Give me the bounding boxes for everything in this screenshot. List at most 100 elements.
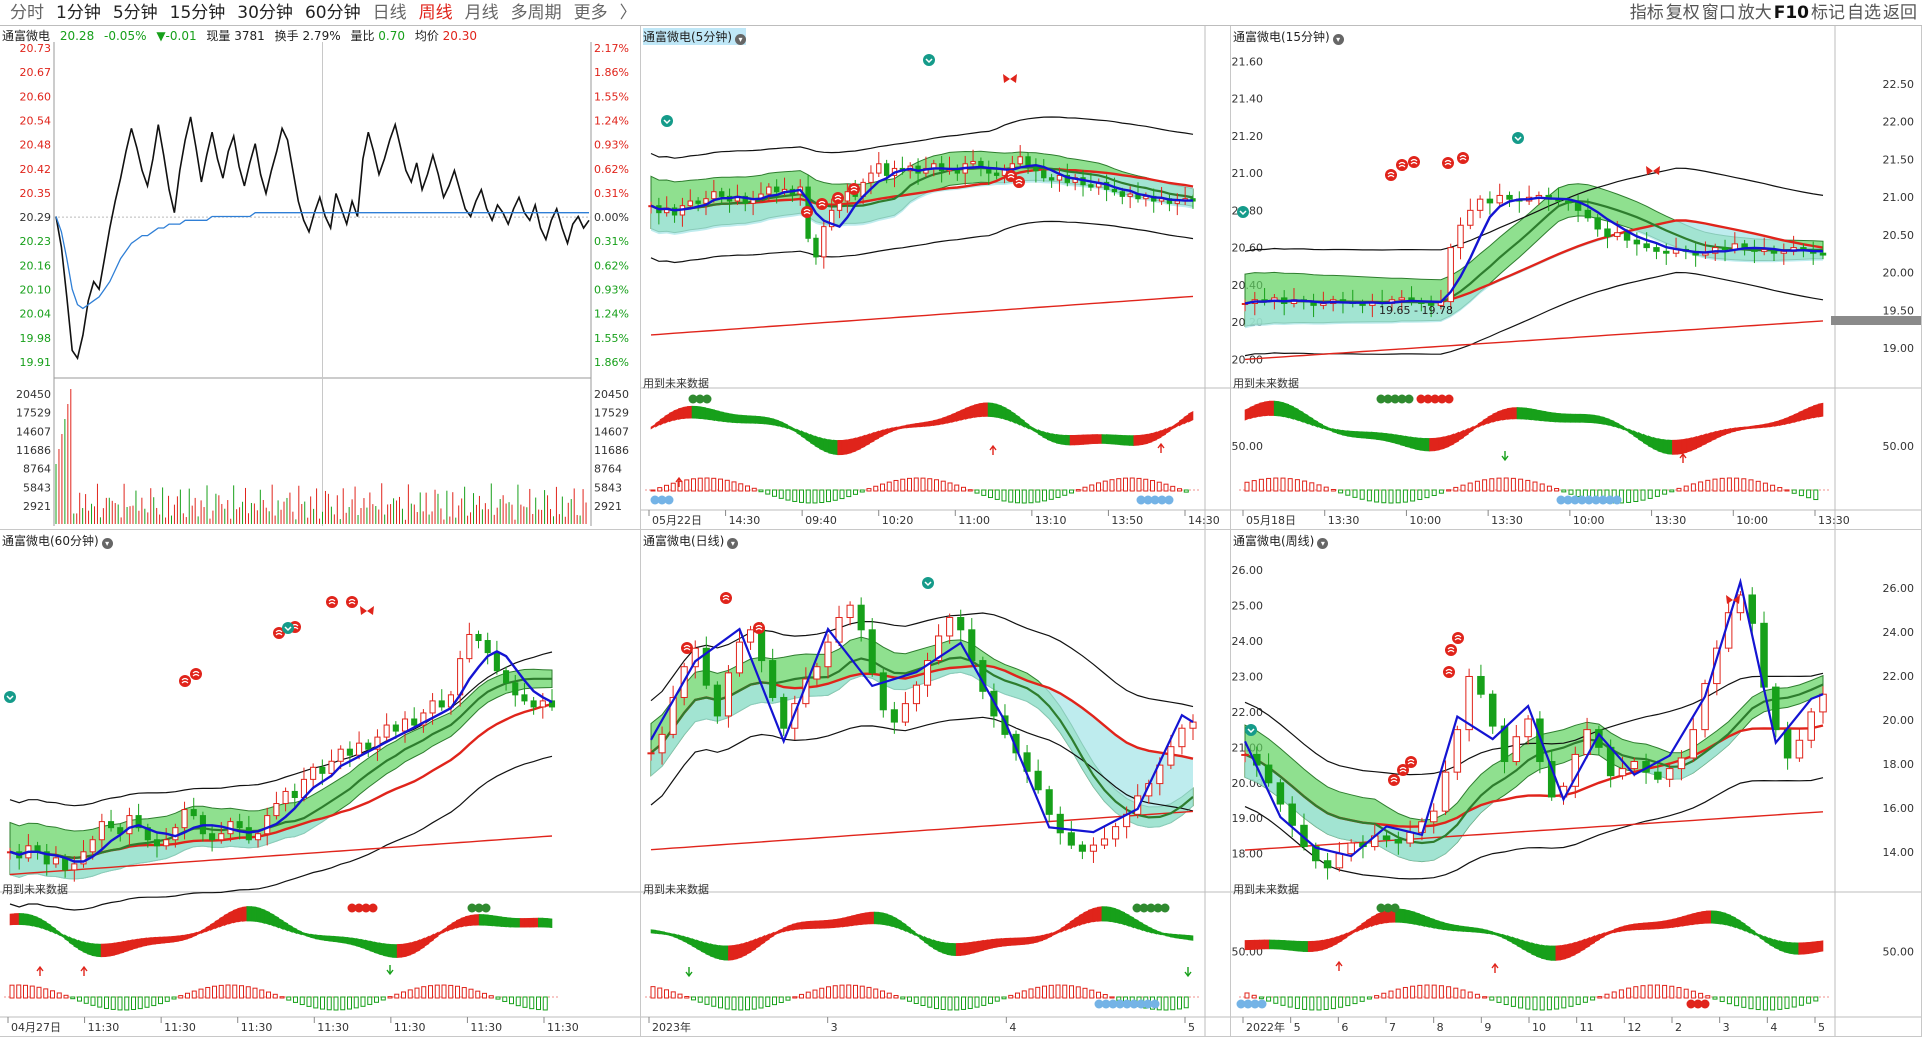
tool-button-5[interactable]: 标记 — [1811, 3, 1845, 23]
chevron-down-icon[interactable]: ▾ — [101, 538, 113, 549]
histogram-bar — [650, 986, 656, 999]
chevron-down-icon[interactable]: ▾ — [735, 34, 746, 45]
avg-price-line — [55, 212, 589, 310]
candle-body — [209, 833, 216, 841]
candle-body — [695, 200, 701, 204]
histogram-bar — [745, 485, 750, 492]
candle-body — [52, 857, 59, 865]
price-tick-label: 21.40 — [1232, 93, 1264, 106]
period-tab-6[interactable]: 日线 — [372, 3, 407, 23]
intraday-chart[interactable]: 20.73 2.17%20.67 1.86%20.60 1.55%20.54 1.24%… — [0, 26, 641, 530]
oscillator-ribbon — [737, 414, 743, 424]
oscillator-ribbon — [1298, 409, 1304, 423]
oscillator-ribbon — [292, 926, 298, 935]
oscillator-ribbon — [1774, 420, 1780, 427]
kline-chart-15min[interactable]: 21.6021.4021.2021.0020.8020.6020.4020.20… — [1231, 26, 1922, 530]
up-arrow-icon — [1335, 960, 1343, 971]
tool-button-7[interactable]: 返回 — [1883, 3, 1917, 23]
histogram-bar — [1424, 984, 1430, 999]
oscillator-ribbon — [1434, 919, 1440, 930]
oscillator-ribbon — [1151, 928, 1157, 935]
oscillator-ribbon — [460, 916, 466, 928]
oscillator-ribbon — [1264, 939, 1270, 950]
kline-panel-60min[interactable]: 通富微电(60分钟) ▾ 用到未来数据 04月27日 11:30 11:30 11:30… — [0, 530, 641, 1037]
kline-panel-15min[interactable]: 通富微电(15分钟) ▾ 用到未来数据 21.60 21.40 21.20 21.00 2… — [1231, 26, 1922, 530]
oscillator-ribbon — [1356, 431, 1362, 439]
right-tools: 指标 复权 窗口 放大 F10 标记 自选 返回 — [1629, 1, 1918, 25]
period-tab-0[interactable]: 分时 — [10, 3, 44, 23]
period-tab-11[interactable]: 〉 — [619, 3, 637, 23]
period-tab-2[interactable]: 5分钟 — [112, 3, 158, 23]
histogram-bar — [83, 996, 89, 1004]
kline-panel-daily[interactable]: 通富微电(日线)▾ 用到未来数据 22.5022.0021.5021.0020.… — [641, 530, 1231, 1037]
tool-button-6[interactable]: 自选 — [1847, 3, 1881, 23]
histogram-bar — [347, 996, 352, 1010]
tool-button-1[interactable]: 复权 — [1665, 3, 1700, 23]
signal-marker-glyph — [275, 629, 283, 636]
period-tab-7[interactable]: 周线 — [418, 3, 453, 23]
histogram-bar — [981, 489, 987, 496]
oscillator-ribbon — [1188, 934, 1194, 941]
kline-panel-5min[interactable]: 通富微电(5分钟) ▾ 用到未来数据 05月22日 14:30 09:40 10:20 1… — [641, 26, 1231, 530]
candle-body — [1488, 693, 1497, 727]
histogram-bar — [434, 984, 440, 999]
tool-button-0[interactable]: 指标 — [1629, 3, 1664, 23]
intraday-chart-panel[interactable]: 通富微电 20.28 -0.05% ▼-0.01 现量 3781 换手 2.79… — [0, 26, 641, 530]
oscillator-ribbon — [1652, 921, 1659, 930]
histogram-bar — [1136, 477, 1142, 492]
period-tab-3[interactable]: 15分钟 — [169, 3, 226, 23]
oscillator-ribbon — [919, 422, 925, 428]
kline-chart-weekly[interactable]: 26.0025.0024.0023.0022.0021.0020.0019.00… — [1231, 530, 1922, 1037]
chevron-down-icon[interactable]: ▾ — [727, 538, 739, 549]
histogram-bar — [1395, 988, 1401, 999]
period-tab-1[interactable]: 1分钟 — [56, 3, 101, 23]
bollinger-upper — [1244, 167, 1824, 252]
oscillator-ribbon — [969, 404, 975, 419]
candle-body — [1633, 239, 1641, 245]
signal-pill-icon — [702, 394, 712, 404]
signal-pill-icon — [1243, 999, 1253, 1009]
pct-tick-label: 0.31% — [594, 235, 629, 248]
histogram-bar — [185, 992, 190, 999]
kline-chart-60min[interactable]: 04月27日 11:30 11:30 11:30 11:30 11:30 11:30 11:3… — [0, 530, 641, 1037]
tool-button-2[interactable]: 窗口 — [1701, 3, 1736, 23]
oscillator-ribbon — [1555, 412, 1562, 423]
price-tick-label: 20.42 — [20, 163, 52, 176]
histogram-bar — [765, 489, 771, 495]
oscillator-ribbon — [1015, 414, 1021, 426]
histogram-bar — [1539, 996, 1545, 1011]
oscillator-ribbon — [1463, 427, 1469, 438]
period-tab-9[interactable]: 多周期 — [510, 3, 562, 23]
turnover-value: 2.79% — [302, 29, 341, 43]
candle-body — [1663, 250, 1670, 254]
histogram-bar — [1647, 984, 1653, 999]
tool-button-4[interactable]: F10 — [1773, 3, 1809, 23]
kline-chart-5min[interactable]: 05月22日 14:30 09:40 10:20 11:00 13:10 13:50 14:3… — [641, 26, 1231, 530]
oscillator-ribbon — [951, 943, 957, 956]
chevron-down-icon[interactable]: ▾ — [1332, 34, 1344, 45]
histogram-bar — [326, 996, 332, 1011]
chevron-down-icon — [925, 58, 933, 64]
price-tick-label: 19.98 — [20, 332, 52, 345]
oscillator-ribbon — [1516, 937, 1523, 949]
period-tab-4[interactable]: 30分钟 — [237, 3, 293, 23]
candle-body — [1614, 232, 1621, 237]
oscillator-ribbon — [1078, 912, 1084, 927]
kline-chart-daily[interactable]: 22.5022.0021.5021.0020.5020.0019.5019.00… — [641, 530, 1231, 1037]
oscillator-ribbon — [1169, 424, 1176, 431]
period-tab-5[interactable]: 60分钟 — [304, 3, 361, 23]
price-tick-label: 24.00 — [1232, 635, 1264, 648]
kline-panel-weekly[interactable]: 通富微电(周线) ▾ 用到未来数据 26.00 25.00 24.00 23.00 22.… — [1231, 530, 1922, 1037]
tool-button-3[interactable]: 放大 — [1737, 3, 1772, 23]
oscillator-ribbon — [1526, 940, 1532, 955]
chevron-down-icon[interactable]: ▾ — [1317, 538, 1329, 549]
period-tab-10[interactable]: 更多 — [573, 3, 608, 23]
pct-tick-label: 1.55% — [594, 332, 629, 345]
period-tab-8[interactable]: 月线 — [464, 3, 499, 23]
oscillator-ribbon — [755, 415, 761, 425]
histogram-bar — [1453, 987, 1459, 999]
oscillator-ribbon — [1046, 432, 1053, 442]
oscillator-ribbon — [27, 913, 34, 927]
histogram-bar — [1345, 489, 1351, 496]
oscillator-ribbon — [1366, 917, 1372, 929]
